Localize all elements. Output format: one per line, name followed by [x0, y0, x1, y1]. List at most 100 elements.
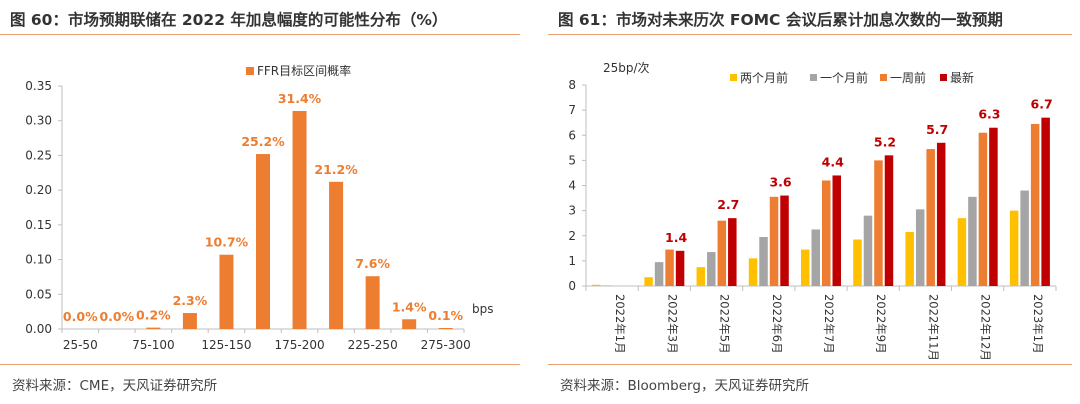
- bar-one-month-ago-3: [759, 237, 768, 286]
- x-tick-label: 175-200: [274, 338, 324, 352]
- data-label-latest-5: 5.2: [874, 134, 896, 149]
- legend-swatch-ffr: [246, 67, 254, 75]
- data-label-75-100: 0.2%: [136, 308, 171, 323]
- bar-two-months-ago-5: [853, 239, 862, 286]
- y-axis-unit-label: 25bp/次: [603, 61, 650, 75]
- bar-100-125: [182, 313, 197, 329]
- data-label-275-300: 0.1%: [428, 308, 463, 323]
- bar-one-month-ago-2: [707, 252, 716, 286]
- figure-61-top-rule: [548, 34, 1072, 35]
- bar-one-week-ago-6: [926, 149, 935, 286]
- bar-one-week-ago-1: [665, 249, 674, 286]
- y-tick-label: 1: [568, 254, 576, 268]
- y-tick-label: 0.05: [25, 287, 52, 301]
- figure-60-top-rule: [0, 34, 520, 35]
- bar-one-month-ago-4: [811, 229, 820, 286]
- data-label-150-175: 25.2%: [241, 134, 285, 149]
- data-label-225-250: 7.6%: [355, 256, 390, 271]
- y-tick-label: 0.00: [25, 322, 52, 336]
- bar-one-month-ago-5: [863, 215, 873, 286]
- x-tick-label: 2022年1月: [613, 294, 627, 354]
- x-tick-label: 225-250: [348, 338, 398, 352]
- data-label-50-75: 0.0%: [99, 309, 134, 324]
- bar-two-months-ago-2: [696, 267, 706, 286]
- data-label-200-225: 21.2%: [314, 162, 358, 177]
- data-label-latest-4: 4.4: [822, 154, 844, 169]
- figure-61-source: 资料来源：Bloomberg，天风证券研究所: [560, 378, 809, 394]
- legend-label-2: 一周前: [890, 70, 926, 85]
- y-tick-label: 0: [568, 279, 576, 293]
- bar-275-300: [438, 328, 453, 329]
- y-tick-label: 6: [568, 128, 576, 142]
- x-tick-label: 75-100: [132, 338, 175, 352]
- data-label-250-275: 1.4%: [392, 299, 427, 314]
- data-label-100-125: 2.3%: [173, 293, 208, 308]
- bar-two-months-ago-3: [748, 258, 758, 286]
- legend-swatch-1: [810, 74, 817, 81]
- bar-latest-7: [989, 127, 998, 287]
- bar-latest-2: [728, 218, 737, 286]
- figure-60-bottom-rule: [0, 364, 520, 365]
- data-label-latest-1: 1.4: [665, 230, 687, 245]
- legend-label-1: 一个月前: [820, 70, 868, 85]
- bar-latest-6: [936, 142, 946, 286]
- data-label-latest-2: 2.7: [717, 197, 739, 212]
- ffr-probability-chart: 0.00 0.05 0.10 0.15 0.20 0.25 0.30 0.35 0.0% 0.0%…: [25, 63, 494, 352]
- data-label-latest-6: 5.7: [926, 122, 948, 137]
- x-tick-label: 2022年9月: [874, 294, 888, 354]
- data-label-175-200: 31.4%: [278, 91, 322, 106]
- y-tick-label: 0.35: [25, 79, 52, 93]
- y-tick-label: 2: [568, 229, 576, 243]
- x-tick-label: 2022年7月: [822, 294, 836, 354]
- x-tick-label: 2023年1月: [1031, 294, 1045, 354]
- data-label-125-150: 10.7%: [205, 235, 249, 250]
- bar-latest-5: [884, 155, 894, 286]
- x-axis-unit-label: bps: [472, 302, 494, 316]
- legend-label-0: 两个月前: [740, 70, 788, 85]
- bar-one-week-ago-3: [769, 196, 779, 286]
- bar-one-month-ago-1: [654, 262, 664, 286]
- x-tick-label: 2022年6月: [770, 294, 784, 354]
- figure-61-panel: 图 61：市场对未来历次 FOMC 会议后累计加息次数的一致预期 0 1 2 3 4 5 6…: [548, 0, 1080, 404]
- x-tick-label: 2022年5月: [718, 294, 732, 354]
- bar-one-week-ago-2: [717, 220, 727, 286]
- data-label-25-50: 0.0%: [63, 309, 98, 324]
- bar-one-month-ago-8: [1020, 190, 1029, 286]
- data-label-latest-3: 3.6: [769, 175, 791, 190]
- legend-swatch-2: [880, 74, 887, 81]
- bar-two-months-ago-0: [592, 284, 601, 286]
- figure-60-title: 图 60：市场预期联储在 2022 年加息幅度的可能性分布（%）: [10, 11, 448, 29]
- bar-one-week-ago-8: [1030, 123, 1040, 286]
- bar-two-months-ago-4: [801, 249, 810, 286]
- bar-150-175: [256, 154, 270, 329]
- figure-61-title: 图 61：市场对未来历次 FOMC 会议后累计加息次数的一致预期: [558, 11, 1003, 29]
- y-tick-label: 0.10: [25, 253, 52, 267]
- figure-61-bottom-rule: [548, 364, 1072, 365]
- bar-125-150: [219, 254, 234, 329]
- bar-two-months-ago-8: [1009, 210, 1019, 286]
- y-tick-label: 4: [568, 179, 576, 193]
- bar-one-month-ago-0: [602, 285, 612, 286]
- bar-175-200: [292, 110, 307, 329]
- figure-60-source: 资料来源：CME，天风证券研究所: [12, 378, 218, 394]
- y-tick-label: 7: [568, 103, 576, 117]
- bar-two-months-ago-1: [644, 277, 653, 286]
- bar-latest-4: [832, 175, 841, 286]
- legend-label-3: 最新: [950, 70, 974, 85]
- bar-latest-3: [780, 195, 789, 286]
- bar-latest-8: [1041, 117, 1050, 286]
- x-tick-label: 2022年3月: [665, 294, 679, 354]
- legend-swatch-0: [730, 74, 737, 81]
- legend-label-ffr: FFR目标区间概率: [257, 63, 351, 78]
- x-tick-label: 125-150: [201, 338, 251, 352]
- y-tick-label: 0.20: [25, 183, 52, 197]
- data-label-latest-7: 6.3: [978, 107, 1000, 122]
- bar-one-week-ago-4: [822, 180, 831, 286]
- x-tick-label: 2022年12月: [979, 294, 993, 361]
- bar-200-225: [329, 181, 344, 329]
- y-tick-label: 0.25: [25, 148, 52, 162]
- bar-two-months-ago-7: [957, 218, 967, 286]
- bar-one-month-ago-6: [915, 209, 925, 286]
- y-tick-label: 3: [568, 204, 576, 218]
- bar-latest-1: [675, 250, 685, 286]
